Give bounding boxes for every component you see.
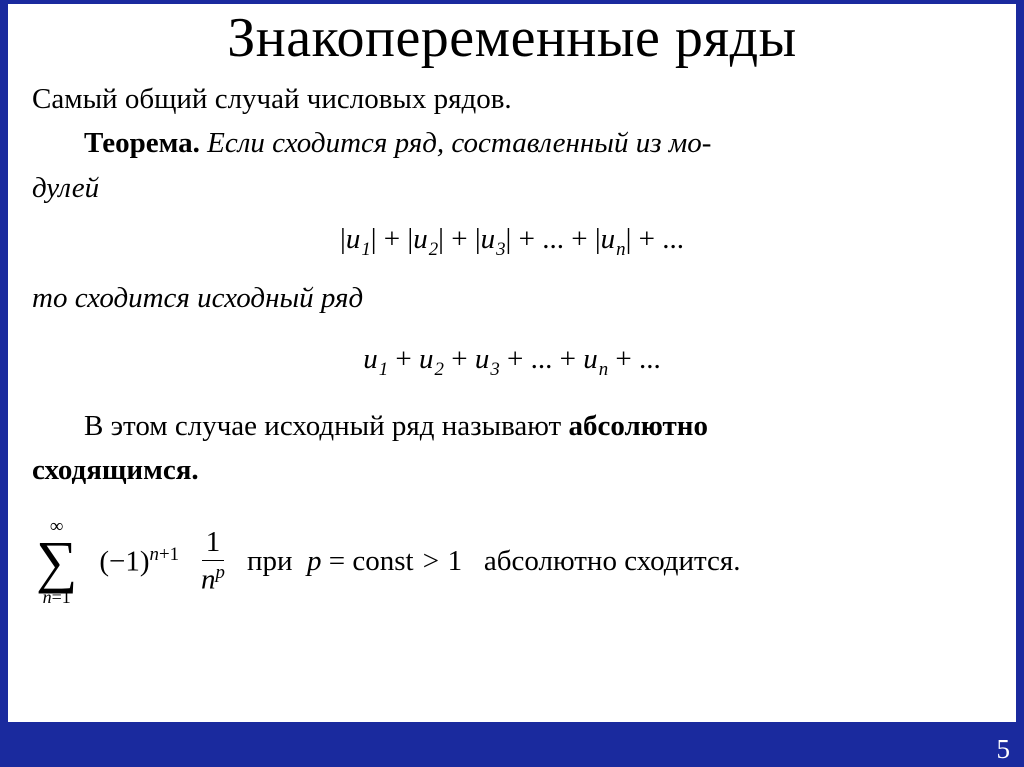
example-condition: при p = const > 1 абсолютно сходится.: [247, 545, 741, 578]
neg-one-power: (−1)n+1: [99, 544, 179, 579]
conclusion-text: В этом случае исходный ряд называют: [84, 410, 568, 442]
conclusion-line-2: сходящимся.: [32, 451, 992, 489]
intro-line: Самый общий случай числовых рядов.: [32, 80, 992, 118]
theorem-label: Теорема.: [84, 127, 200, 159]
theorem-line-2: дулей: [32, 169, 992, 207]
formula-series: u1 + u2 + u3 + ... + un + ...: [32, 343, 992, 381]
conclusion-line-1: В этом случае исходный ряд называют абсо…: [32, 407, 992, 445]
slide-title: Знакопеременные ряды: [32, 4, 992, 80]
fraction-denominator: np: [201, 561, 225, 597]
theorem-line-3: то сходится исходный ряд: [32, 279, 992, 317]
sigma-icon: ∑: [36, 536, 77, 588]
fraction-numerator: 1: [202, 527, 225, 562]
theorem-text-1: Если сходится ряд, составленный из мо-: [207, 127, 711, 159]
theorem-line-1: Теорема. Если сходится ряд, составленный…: [32, 124, 992, 162]
formula-abs-series: |u1| + |u2| + |u3| + ... + |un| + ...: [32, 223, 992, 261]
fraction: 1 np: [201, 527, 225, 597]
example-formula: ∞ ∑ n=1 (−1)n+1 1 np при p = const > 1 а…: [32, 517, 992, 606]
sum-lower: n=1: [43, 588, 71, 606]
summation-symbol: ∞ ∑ n=1: [36, 517, 77, 606]
conclusion-bold-1: абсолютно: [568, 410, 708, 442]
page-number: 5: [997, 734, 1011, 765]
slide: Знакопеременные ряды Самый общий случай …: [8, 4, 1016, 722]
